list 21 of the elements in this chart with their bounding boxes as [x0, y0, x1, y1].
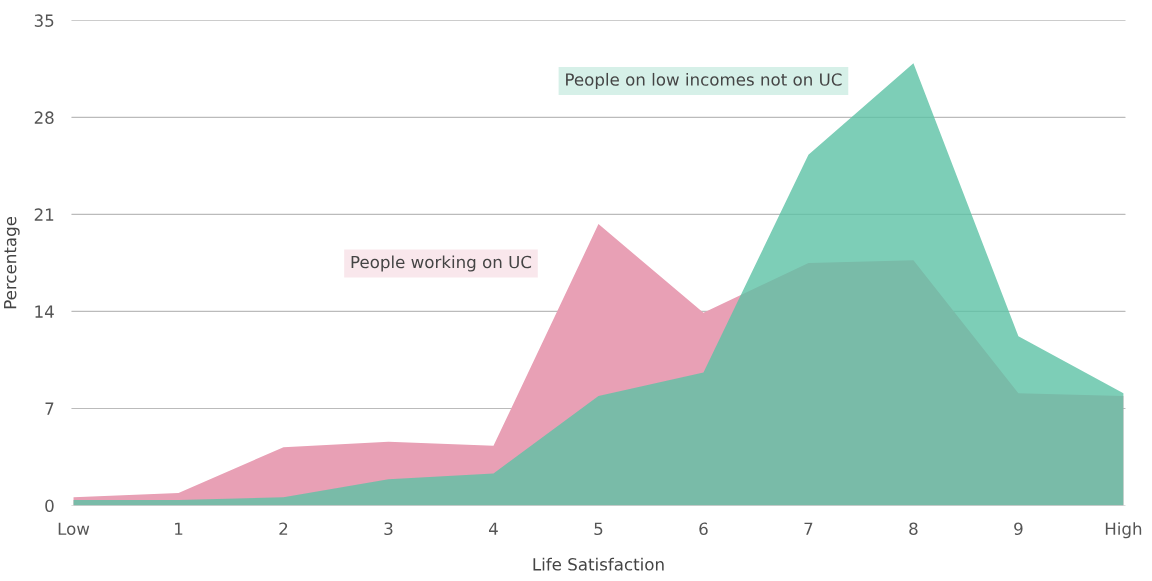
y-axis-title: Percentage — [4, 216, 20, 309]
y-tick-label: 7 — [45, 402, 54, 415]
x-tick-label: 6 — [699, 522, 708, 536]
series-label: People on low incomes not on UC — [566, 72, 842, 90]
x-tick-label: 7 — [804, 522, 813, 535]
x-tick-label: 1 — [175, 522, 183, 535]
x-tick-label: Low — [58, 522, 90, 536]
x-tick-label: 4 — [488, 522, 498, 535]
x-axis-title: Life Satisfaction — [533, 557, 664, 571]
x-tick-label: 5 — [594, 522, 603, 536]
y-tick-label: 14 — [35, 305, 54, 318]
y-tick-label: 0 — [45, 499, 54, 513]
text: People working on UC — [351, 255, 532, 272]
x-tick-label: High — [1105, 522, 1142, 539]
x-tick-label: 8 — [909, 522, 918, 536]
y-tick-label: 21 — [34, 208, 54, 221]
x-tick-label: 3 — [384, 522, 393, 536]
x-tick-label: 2 — [279, 522, 288, 535]
y-tick-label: 28 — [34, 111, 54, 124]
x-tick-label: 9 — [1014, 522, 1023, 536]
y-tick-label: 35 — [34, 14, 54, 27]
